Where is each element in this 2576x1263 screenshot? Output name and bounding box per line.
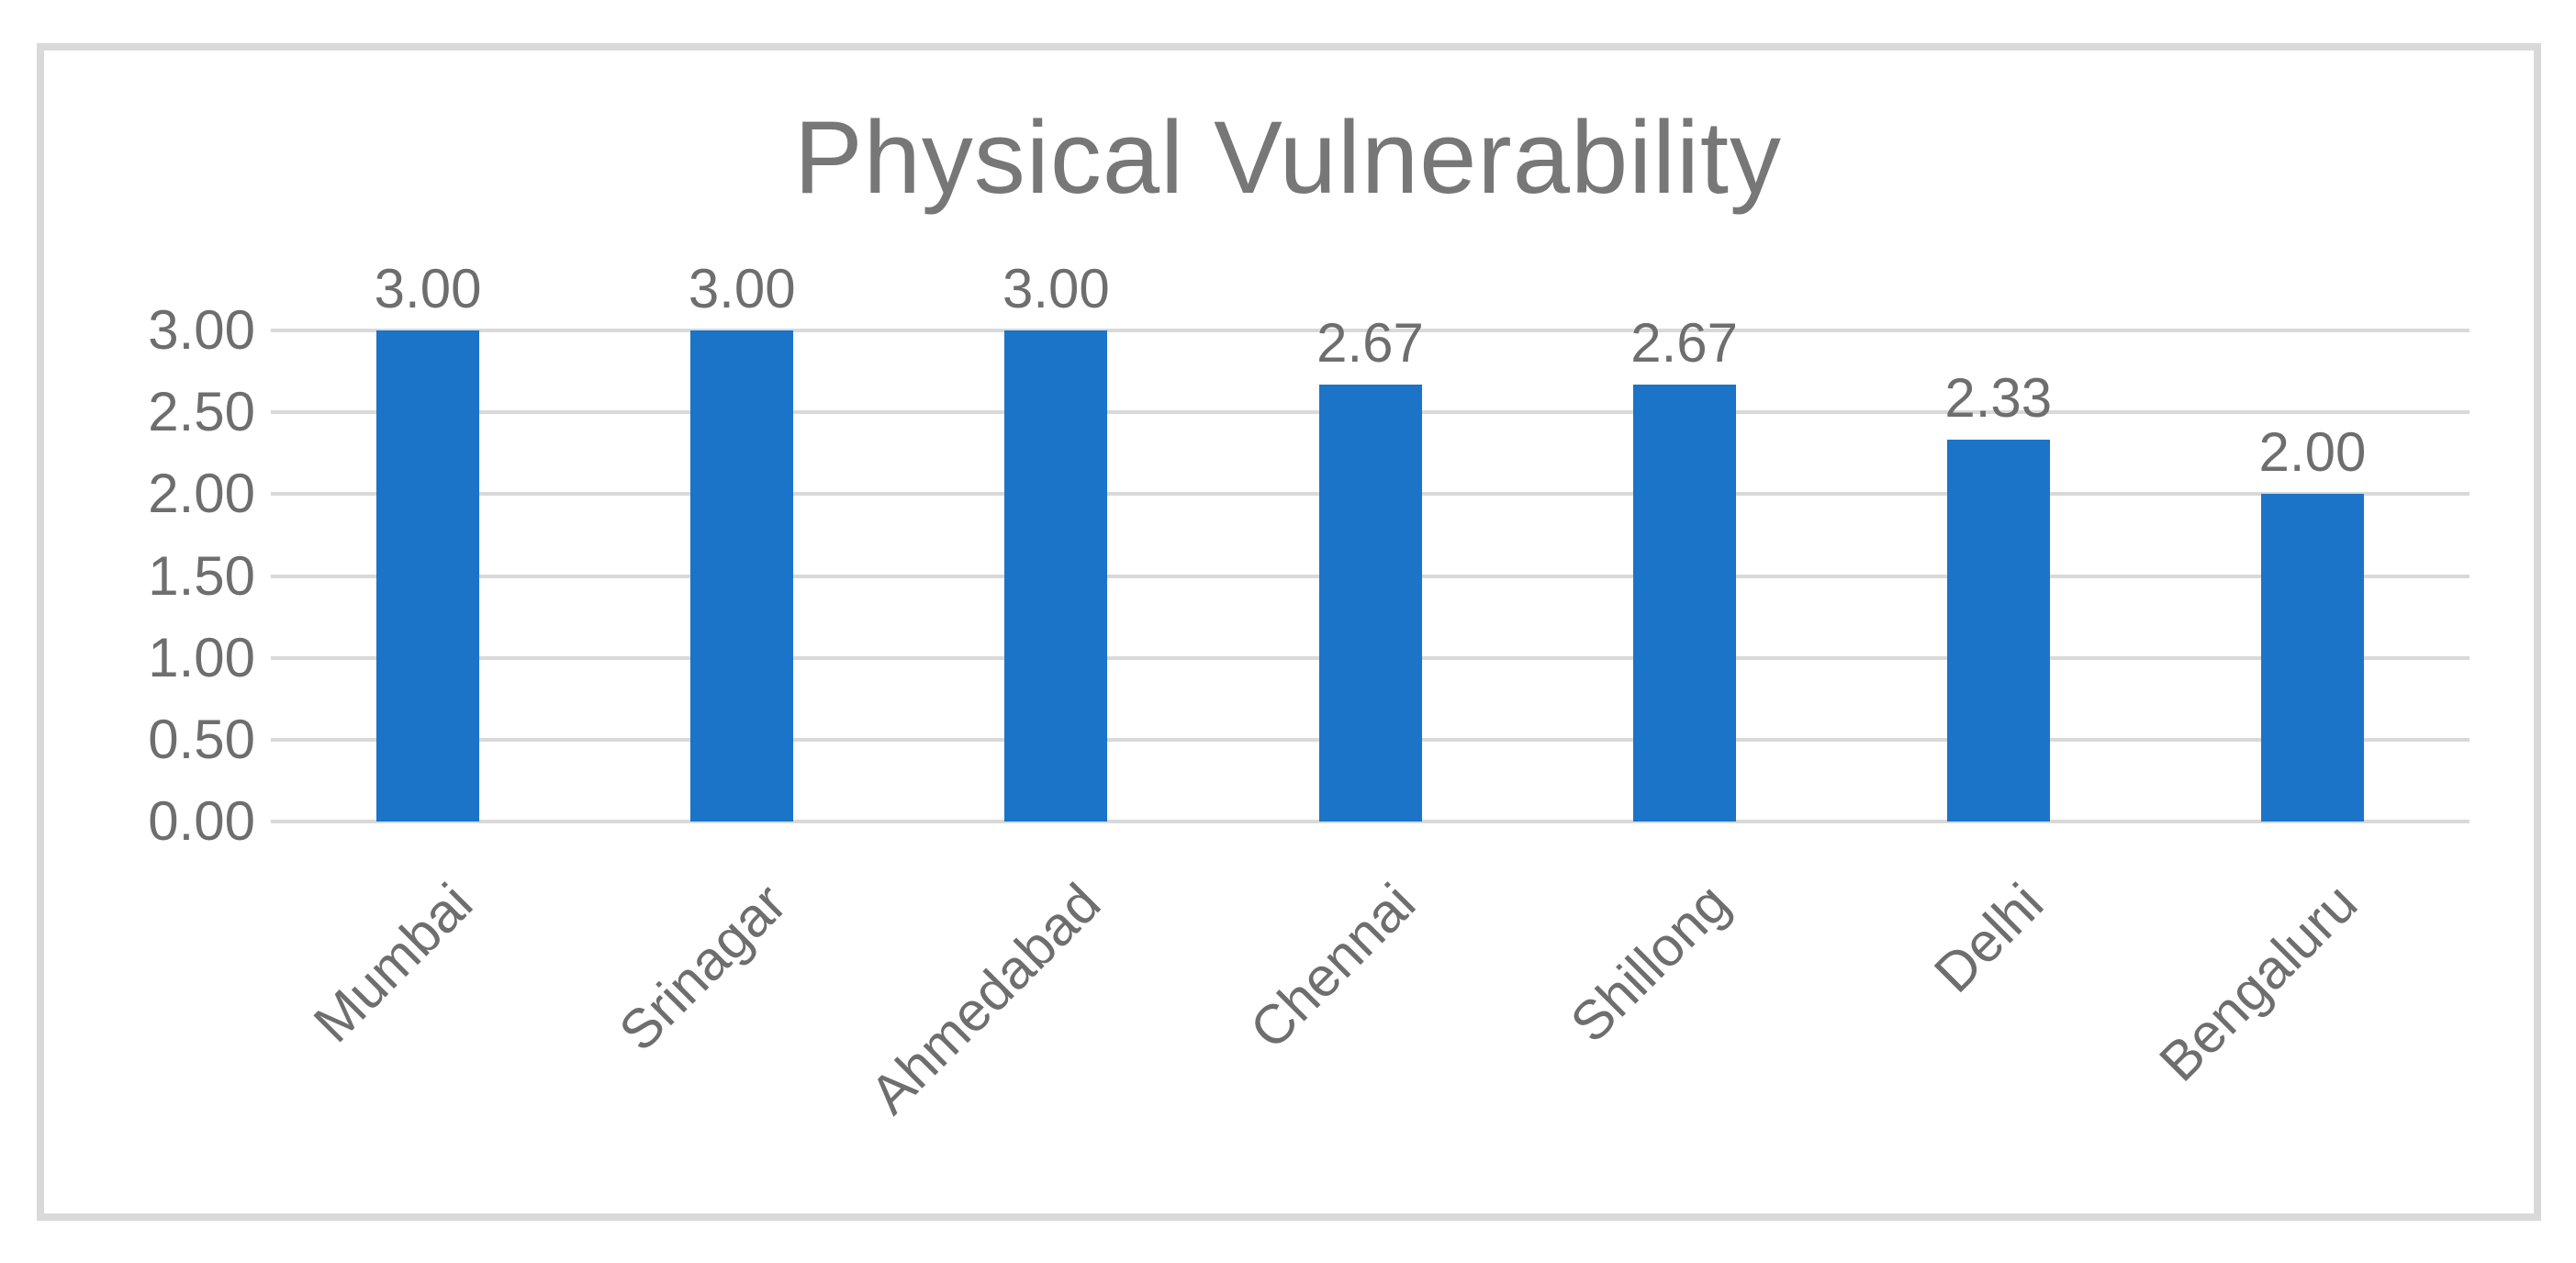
bar: [1632, 384, 1736, 822]
bar: [2260, 494, 2364, 822]
bar: [690, 330, 794, 822]
bar-value-label: 3.00: [688, 258, 796, 319]
bar: [376, 330, 480, 822]
bar-value-label: 2.67: [1630, 311, 1739, 374]
bar-value-label: 3.00: [1002, 258, 1110, 319]
bar-value-label: 2.00: [2258, 421, 2367, 484]
chart-title: Physical Vulnerability: [793, 100, 1783, 215]
y-axis-tick-label: 0.00: [148, 790, 255, 852]
bar: [1318, 384, 1422, 822]
y-axis-tick-label: 0.50: [148, 708, 255, 770]
gridline: [271, 329, 2470, 332]
bar-value-label: 2.67: [1316, 311, 1424, 374]
y-axis-tick-label: 2.00: [148, 463, 255, 525]
gridline: [271, 820, 2470, 823]
y-axis-tick-label: 1.50: [148, 544, 255, 607]
bar-value-label: 2.33: [1944, 367, 2053, 430]
y-axis-tick-label: 3.00: [148, 299, 255, 361]
y-axis-tick-label: 2.50: [148, 381, 255, 443]
y-axis-tick-label: 1.00: [148, 626, 255, 688]
bar: [1004, 330, 1108, 822]
bar: [1946, 440, 2050, 822]
bar-value-label: 3.00: [374, 258, 482, 319]
